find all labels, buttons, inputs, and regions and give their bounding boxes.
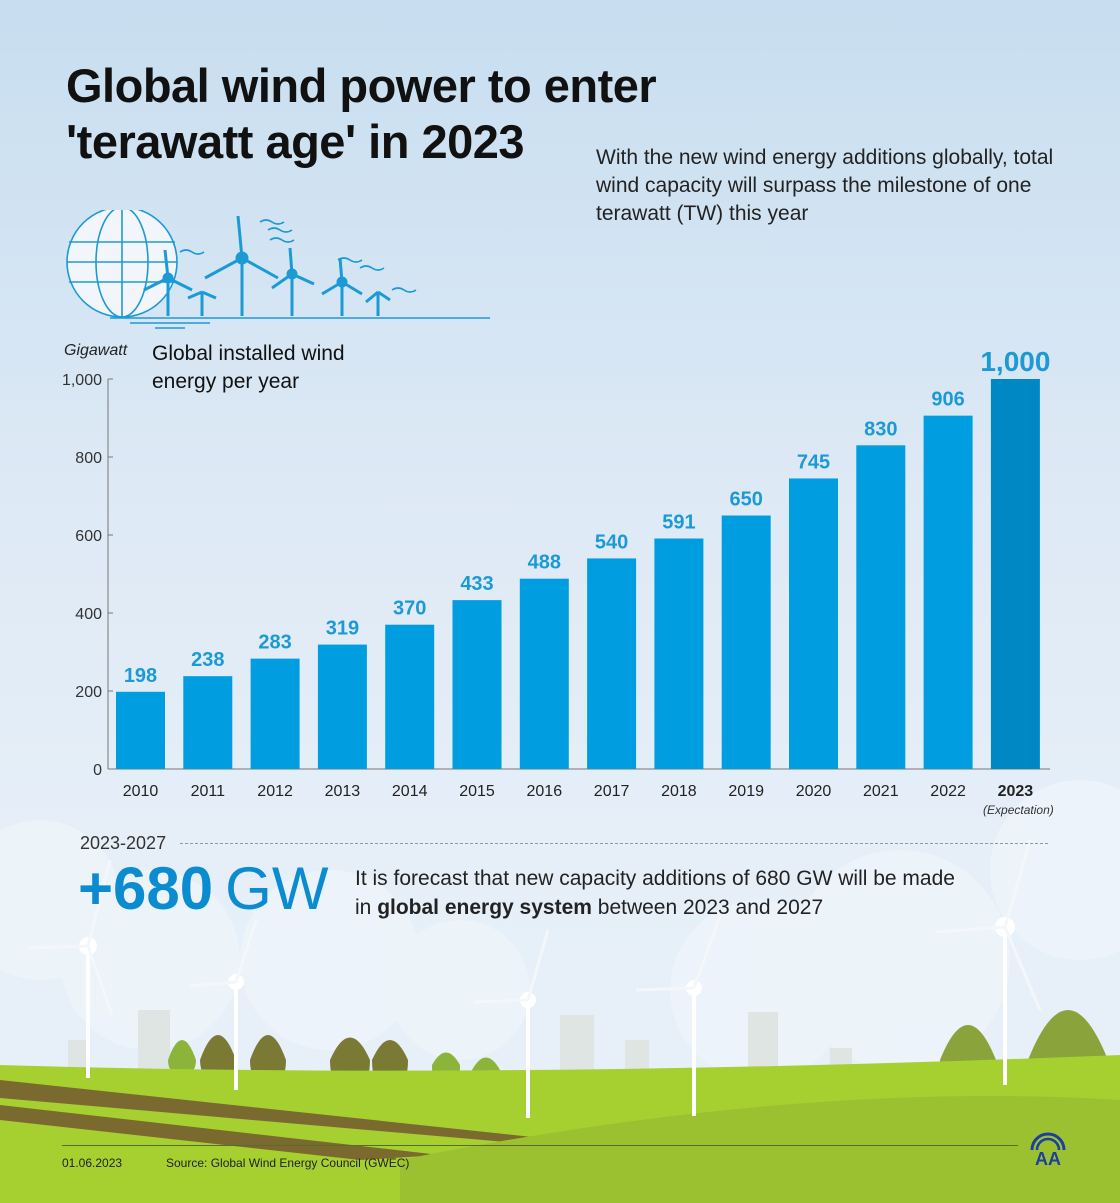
- x-tick-label: 2021: [863, 783, 899, 800]
- x-tick-label: 2016: [527, 783, 563, 800]
- bar-2010: [116, 691, 165, 769]
- bar-2013: [317, 644, 367, 769]
- forecast-text-a: It is forecast that new capacity additio…: [355, 867, 955, 919]
- x-tick-label: 2018: [661, 783, 697, 800]
- x-tick-label: 2022: [930, 783, 966, 800]
- bar-2021: [856, 445, 906, 769]
- value-label: 488: [528, 552, 561, 574]
- bar-2022: [923, 415, 973, 769]
- footer-date: 01.06.2023: [62, 1156, 123, 1170]
- forecast-unit: GW: [225, 855, 329, 922]
- forecast-number: +680: [78, 855, 214, 922]
- x-tick-label: 2011: [191, 783, 226, 800]
- value-label: 238: [191, 649, 224, 671]
- x-tick-label: 2020: [796, 783, 832, 800]
- bar-2014: [385, 624, 435, 769]
- value-label: 906: [931, 389, 964, 411]
- value-label: 319: [326, 618, 359, 640]
- value-label: 540: [595, 531, 628, 553]
- dashed-divider: [180, 843, 1048, 844]
- x-tick-label: 2019: [728, 783, 764, 800]
- y-tick-label: 1,000: [62, 372, 102, 389]
- forecast-range: 2023-2027: [80, 833, 167, 853]
- page-title: Global wind power to enter 'terawatt age…: [66, 58, 657, 170]
- y-tick-label: 800: [75, 450, 102, 467]
- x-tick-label: 2010: [123, 783, 159, 800]
- title-line-1: Global wind power to enter: [66, 59, 657, 112]
- bar-2012: [250, 658, 300, 769]
- subtitle: With the new wind energy additions globa…: [596, 146, 1054, 225]
- footer-source: Source: Global Wind Energy Council (GWEC…: [166, 1156, 410, 1170]
- value-label: 198: [124, 665, 157, 687]
- bar-2023: [990, 379, 1040, 769]
- bar-2018: [654, 538, 704, 769]
- value-label: 433: [460, 573, 493, 595]
- value-label: 745: [797, 451, 830, 473]
- value-label: 1,000: [980, 346, 1050, 377]
- globe-wind-turbines-icon: [66, 210, 490, 329]
- value-label: 830: [864, 418, 897, 440]
- y-axis-unit: Gigawatt: [64, 342, 128, 359]
- value-label: 370: [393, 598, 426, 620]
- bar-2017: [587, 558, 637, 769]
- title-line-2: 'terawatt age' in 2023: [66, 115, 525, 168]
- value-label: 283: [258, 632, 291, 654]
- x-tick-label: 2015: [459, 783, 495, 800]
- bar-2011: [183, 676, 233, 769]
- bar-2020: [789, 478, 838, 769]
- forecast-value: +680 GW: [78, 854, 328, 924]
- footer-divider: [62, 1145, 1018, 1146]
- highlight-note: (Expectation): [983, 803, 1054, 817]
- value-label: 650: [730, 489, 763, 511]
- chart-title: Global installed wind energy per year: [152, 342, 345, 393]
- x-tick-label: 2012: [257, 783, 293, 800]
- y-tick-label: 400: [75, 606, 102, 623]
- value-label: 591: [662, 512, 695, 534]
- x-tick-label: 2017: [594, 783, 630, 800]
- aa-logo-icon: AA: [1030, 1132, 1066, 1168]
- forecast-text-bold: global energy system: [377, 896, 592, 919]
- svg-text:AA: AA: [1035, 1149, 1061, 1168]
- bar-2019: [721, 515, 771, 769]
- x-tick-label: 2013: [325, 783, 361, 800]
- forecast-text-b: between 2023 and 2027: [591, 896, 824, 919]
- y-tick-label: 0: [93, 762, 102, 779]
- bar-2015: [452, 600, 502, 769]
- y-tick-label: 600: [75, 528, 102, 545]
- bar-chart: 0 200 400 600 800 1,000 198 2010 238 2011 283 2012 3…: [62, 346, 1054, 817]
- forecast-text: It is forecast that new capacity additio…: [355, 864, 975, 922]
- bar-2016: [519, 578, 569, 769]
- x-tick-label: 2023: [998, 783, 1034, 800]
- x-tick-label: 2014: [392, 783, 428, 800]
- y-tick-label: 200: [75, 684, 102, 701]
